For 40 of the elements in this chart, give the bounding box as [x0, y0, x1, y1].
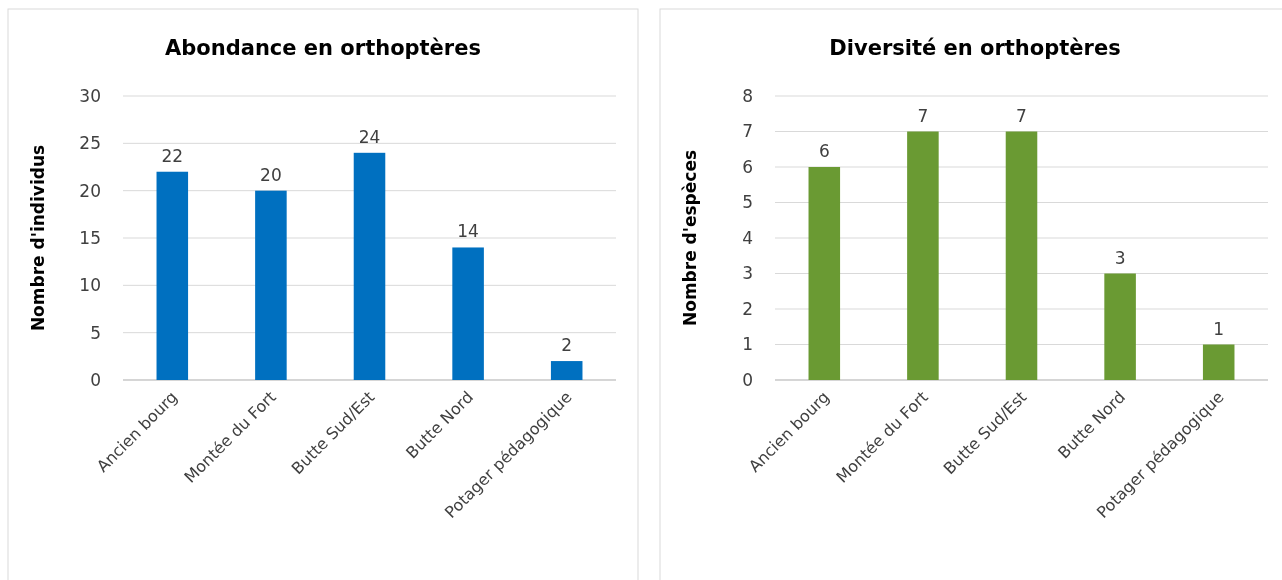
data-label: 20: [260, 164, 282, 185]
data-label: 7: [1016, 105, 1027, 126]
y-tick-label: 25: [79, 133, 101, 154]
y-axis-title: Nombre d'individus: [28, 144, 48, 332]
bar: [1104, 273, 1136, 380]
y-tick-label: 20: [79, 180, 101, 201]
data-label: 6: [818, 141, 830, 161]
bar: [452, 247, 484, 380]
y-tick-label: 30: [79, 85, 101, 106]
bar: [156, 171, 189, 380]
data-label: 14: [457, 221, 479, 242]
bar: [550, 361, 583, 380]
y-tick-label: 10: [79, 275, 101, 296]
y-tick-label: 5: [742, 192, 753, 213]
bar: [353, 152, 386, 380]
y-tick-label: 2: [742, 298, 753, 319]
y-tick-label: 1: [742, 334, 753, 355]
y-tick-label: 6: [742, 156, 753, 177]
y-tick-label: 0: [90, 369, 101, 390]
bar: [1202, 344, 1235, 380]
y-tick-label: 8: [742, 85, 753, 106]
y-tick-label: 3: [742, 263, 753, 284]
y-axis-title: Nombre d'espèces: [680, 149, 700, 327]
data-label: 3: [1114, 247, 1126, 268]
y-tick-label: 7: [742, 121, 753, 142]
data-label: 2: [561, 335, 573, 356]
bar: [808, 167, 841, 380]
y-tick-label: 15: [79, 227, 101, 248]
bar: [255, 190, 287, 380]
data-label: 24: [358, 126, 381, 147]
y-tick-label: 4: [742, 227, 753, 248]
y-tick-label: 0: [742, 369, 753, 390]
data-label: 22: [161, 145, 184, 166]
data-label: 1: [1213, 318, 1225, 339]
bar: [1005, 131, 1038, 380]
y-tick-label: 5: [90, 322, 101, 343]
chart-title: Diversité en orthoptères: [829, 36, 1121, 60]
bar: [907, 131, 939, 380]
chart-title: Abondance en orthoptères: [165, 36, 481, 60]
data-label: 7: [917, 105, 929, 126]
